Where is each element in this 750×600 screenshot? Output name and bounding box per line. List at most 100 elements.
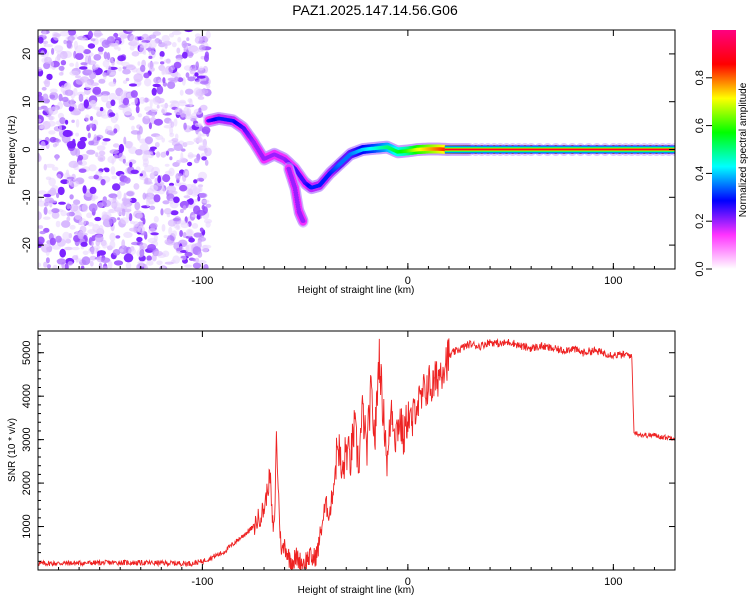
noise-blob bbox=[160, 61, 165, 65]
noise-blob bbox=[65, 169, 70, 177]
noise-blob bbox=[86, 60, 97, 65]
snr-y-axis-label: SNR (10 * v/v) bbox=[7, 418, 18, 482]
noise-blob bbox=[123, 192, 127, 202]
noise-blob bbox=[79, 136, 87, 142]
noise-blob bbox=[102, 138, 111, 142]
noise-blob bbox=[146, 198, 150, 208]
noise-blob bbox=[131, 51, 140, 57]
noise-blob bbox=[95, 152, 99, 158]
snr-panel: -100 0 100 1000 2000 3000 4000 5000 Height of s… bbox=[7, 330, 676, 596]
noise-blob bbox=[123, 177, 131, 184]
snr-y-tick-label: 2000 bbox=[21, 471, 33, 495]
noise-blob bbox=[164, 261, 174, 265]
noise-blob bbox=[53, 33, 62, 37]
noise-blob bbox=[61, 96, 69, 102]
noise-blob bbox=[100, 257, 111, 264]
noise-blob bbox=[153, 216, 159, 223]
noise-blob bbox=[64, 89, 74, 96]
noise-blob bbox=[104, 168, 110, 173]
noise-blob bbox=[58, 72, 64, 76]
noise-blob bbox=[147, 244, 157, 251]
noise-blob bbox=[176, 221, 180, 230]
noise-blob bbox=[167, 81, 176, 89]
noise-blob bbox=[95, 170, 103, 176]
noise-blob bbox=[93, 174, 99, 180]
noise-blob bbox=[160, 151, 167, 158]
noise-blob bbox=[130, 130, 140, 135]
noise-blob bbox=[149, 205, 156, 210]
noise-blob bbox=[101, 199, 112, 208]
noise-blob bbox=[87, 132, 91, 139]
snr-frame bbox=[37, 330, 676, 571]
noise-blob bbox=[93, 134, 98, 143]
noise-blob bbox=[46, 264, 52, 269]
noise-blob bbox=[65, 119, 69, 125]
noise-blob bbox=[87, 222, 94, 227]
noise-blob bbox=[197, 260, 207, 264]
noise-blob bbox=[59, 248, 66, 258]
noise-blob bbox=[143, 72, 150, 79]
noise-blob bbox=[43, 261, 48, 268]
snr-axes: -100 0 100 1000 2000 3000 4000 5000 bbox=[21, 331, 676, 588]
noise-blob bbox=[48, 209, 53, 215]
noise-blob bbox=[150, 108, 159, 113]
noise-blob bbox=[201, 204, 205, 211]
noise-blob bbox=[191, 223, 199, 229]
snr-x-tick-label: -100 bbox=[191, 576, 213, 588]
noise-blob bbox=[116, 190, 122, 200]
noise-blob bbox=[118, 143, 125, 153]
noise-blob bbox=[38, 106, 43, 111]
noise-blob bbox=[75, 78, 85, 85]
noise-blob bbox=[48, 177, 56, 187]
noise-blob bbox=[173, 61, 182, 69]
noise-blob bbox=[184, 170, 189, 176]
noise-blob bbox=[117, 55, 126, 62]
noise-blob bbox=[129, 161, 133, 168]
spectrogram-x-tick-label: 0 bbox=[405, 275, 411, 287]
noise-blob bbox=[193, 158, 200, 164]
noise-blob bbox=[88, 247, 98, 255]
spectrogram-x-tick-label: -100 bbox=[191, 275, 213, 287]
noise-blob bbox=[121, 208, 126, 217]
noise-blob bbox=[95, 239, 101, 247]
noise-blob bbox=[128, 213, 133, 222]
noise-blob bbox=[193, 232, 203, 238]
noise-blob bbox=[183, 195, 191, 199]
noise-blob bbox=[117, 217, 121, 221]
noise-blob bbox=[126, 141, 134, 148]
noise-blob bbox=[66, 141, 77, 149]
noise-blob bbox=[109, 232, 116, 242]
noise-blob bbox=[123, 136, 127, 145]
noise-blob bbox=[90, 241, 94, 247]
noise-blob bbox=[38, 91, 43, 97]
noise-blob bbox=[185, 244, 190, 253]
noise-blob bbox=[196, 177, 205, 182]
noise-blob bbox=[149, 222, 158, 229]
spectrogram-y-tick-label: -20 bbox=[21, 237, 33, 253]
noise-blob bbox=[205, 30, 211, 39]
noise-blob bbox=[51, 166, 59, 171]
noise-blob bbox=[86, 212, 93, 219]
spectrogram-y-tick-label: 20 bbox=[21, 48, 33, 60]
colorbar-tick-label: 0.4 bbox=[694, 166, 706, 181]
noise-blob bbox=[183, 65, 192, 71]
noise-blob bbox=[154, 177, 158, 184]
noise-blob bbox=[141, 149, 149, 156]
signal-branch bbox=[283, 162, 309, 228]
noise-blob bbox=[66, 202, 71, 210]
noise-blob bbox=[124, 112, 132, 116]
noise-blob bbox=[88, 140, 95, 146]
noise-blob bbox=[153, 118, 163, 126]
noise-blob bbox=[188, 237, 195, 243]
noise-blob bbox=[83, 99, 90, 109]
noise-blob bbox=[129, 45, 135, 51]
noise-blob bbox=[80, 265, 85, 269]
noise-blob bbox=[129, 197, 137, 204]
noise-blob bbox=[153, 194, 161, 203]
noise-blob bbox=[174, 76, 179, 81]
noise-blob bbox=[38, 262, 42, 268]
noise-blob bbox=[205, 221, 211, 228]
noise-blob bbox=[66, 212, 72, 217]
noise-blob bbox=[72, 255, 79, 261]
